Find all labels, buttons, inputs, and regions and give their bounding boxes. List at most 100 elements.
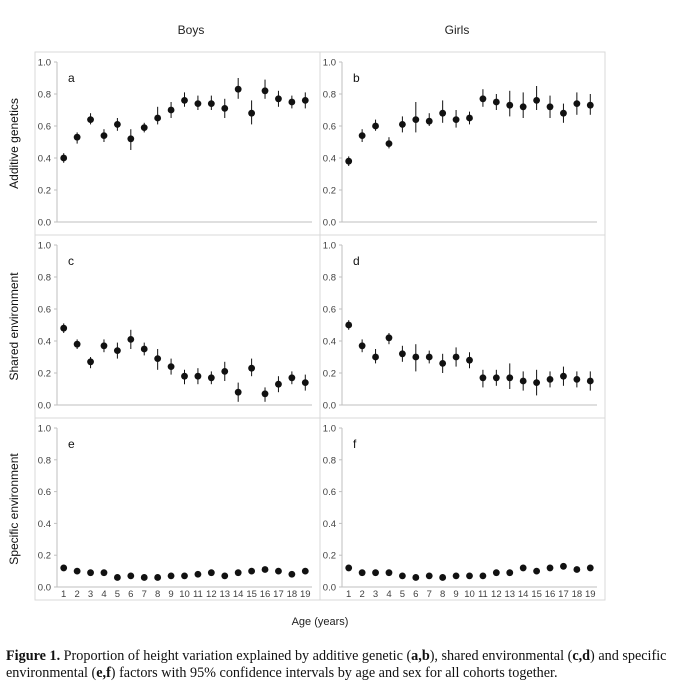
data-point xyxy=(113,347,121,354)
x-tick-label: 14 xyxy=(518,589,529,600)
data-point xyxy=(425,353,433,361)
data-point xyxy=(87,569,94,577)
figure-caption: Figure 1. Proportion of height variation… xyxy=(6,648,674,682)
y-tick-label-c: 1.0 xyxy=(38,241,51,252)
data-point xyxy=(194,100,202,107)
y-tick-label-f: 0.0 xyxy=(323,583,336,594)
data-point xyxy=(234,569,242,577)
data-point xyxy=(275,567,282,575)
data-point xyxy=(73,133,81,141)
data-point xyxy=(425,572,433,580)
y-tick-label-f: 0.8 xyxy=(323,455,336,466)
data-point xyxy=(412,353,420,361)
y-tick-label-d: 0.6 xyxy=(323,305,336,316)
y-tick-label-c: 0.0 xyxy=(38,401,51,412)
data-point xyxy=(140,124,148,131)
data-point xyxy=(398,572,406,580)
x-axis-title: Age (years) xyxy=(292,616,349,628)
data-point xyxy=(519,103,527,111)
data-point xyxy=(560,372,567,380)
data-point xyxy=(546,103,554,111)
data-point xyxy=(385,334,393,342)
y-tick-label-e: 0.0 xyxy=(38,583,51,594)
data-point xyxy=(73,340,81,348)
data-point xyxy=(87,116,94,123)
data-point xyxy=(385,140,393,148)
y-tick-label-b: 0.8 xyxy=(323,90,336,101)
data-point xyxy=(87,358,94,366)
data-point xyxy=(345,564,353,572)
caption-bold-cd: c,d xyxy=(572,648,591,664)
y-tick-label-d: 1.0 xyxy=(323,241,336,252)
data-point xyxy=(127,336,135,343)
x-tick-label: 17 xyxy=(558,589,569,600)
data-point xyxy=(301,379,309,386)
y-tick-label-d: 0.4 xyxy=(323,337,336,348)
data-point xyxy=(154,355,162,362)
x-tick-label: 18 xyxy=(287,589,298,600)
data-point xyxy=(533,379,541,386)
y-tick-label-c: 0.6 xyxy=(38,305,51,316)
x-tick-label: 12 xyxy=(206,589,217,600)
y-tick-label-f: 0.4 xyxy=(323,519,336,530)
data-point xyxy=(492,374,500,382)
data-point xyxy=(275,380,282,388)
data-point xyxy=(127,135,135,143)
y-tick-label-e: 0.4 xyxy=(38,519,51,530)
data-point xyxy=(479,374,487,382)
x-tick-label: 13 xyxy=(219,589,230,600)
data-point xyxy=(439,574,447,581)
data-point xyxy=(154,574,162,581)
data-point xyxy=(385,569,393,577)
x-tick-label: 15 xyxy=(531,589,542,600)
data-point xyxy=(154,114,162,122)
x-tick-label: 17 xyxy=(273,589,284,600)
data-point xyxy=(506,374,514,382)
data-point xyxy=(560,109,567,117)
data-point xyxy=(372,569,379,577)
x-tick-label: 11 xyxy=(193,589,203,600)
y-tick-label-b: 0.2 xyxy=(323,186,336,197)
data-point xyxy=(221,105,229,112)
x-tick-label: 9 xyxy=(168,589,173,600)
panel-letter-a: a xyxy=(68,71,75,85)
caption-bold-ab: a,b xyxy=(411,648,430,664)
row-label-0: Additive genetics xyxy=(7,98,21,189)
x-tick-label: 15 xyxy=(246,589,257,600)
caption-text-3: ) and specific environmental ( xyxy=(6,648,667,681)
y-tick-label-b: 0.0 xyxy=(323,218,336,229)
data-point xyxy=(288,98,296,106)
data-point xyxy=(181,97,188,104)
data-point xyxy=(412,116,420,123)
data-point xyxy=(113,574,121,581)
data-point xyxy=(288,374,296,382)
data-point xyxy=(573,566,581,573)
data-point xyxy=(358,569,366,577)
caption-label: Figure 1. xyxy=(6,648,61,664)
data-point xyxy=(506,569,514,577)
x-tick-label: 8 xyxy=(155,589,160,600)
y-tick-label-a: 0.8 xyxy=(38,90,51,101)
data-point xyxy=(167,572,175,580)
data-point xyxy=(248,364,256,372)
data-point xyxy=(248,109,256,117)
row-label-1: Shared environment xyxy=(7,272,21,381)
data-point xyxy=(492,98,500,106)
x-tick-label: 1 xyxy=(61,589,66,600)
x-tick-label: 3 xyxy=(88,589,93,600)
data-point xyxy=(398,121,406,128)
data-point xyxy=(167,106,175,114)
data-point xyxy=(452,116,460,123)
data-point xyxy=(573,376,581,383)
y-tick-label-d: 0.8 xyxy=(323,273,336,284)
x-tick-label: 9 xyxy=(453,589,458,600)
data-point xyxy=(248,567,256,575)
data-point xyxy=(127,572,135,580)
y-tick-label-e: 1.0 xyxy=(38,424,51,435)
data-point xyxy=(73,567,81,575)
y-tick-label-e: 0.2 xyxy=(38,551,51,562)
figure-chart: Boys Girls Additive genetics Shared environ… xyxy=(7,23,606,628)
x-tick-label: 2 xyxy=(74,589,79,600)
data-point xyxy=(261,566,269,573)
x-tick-label: 19 xyxy=(585,589,596,600)
